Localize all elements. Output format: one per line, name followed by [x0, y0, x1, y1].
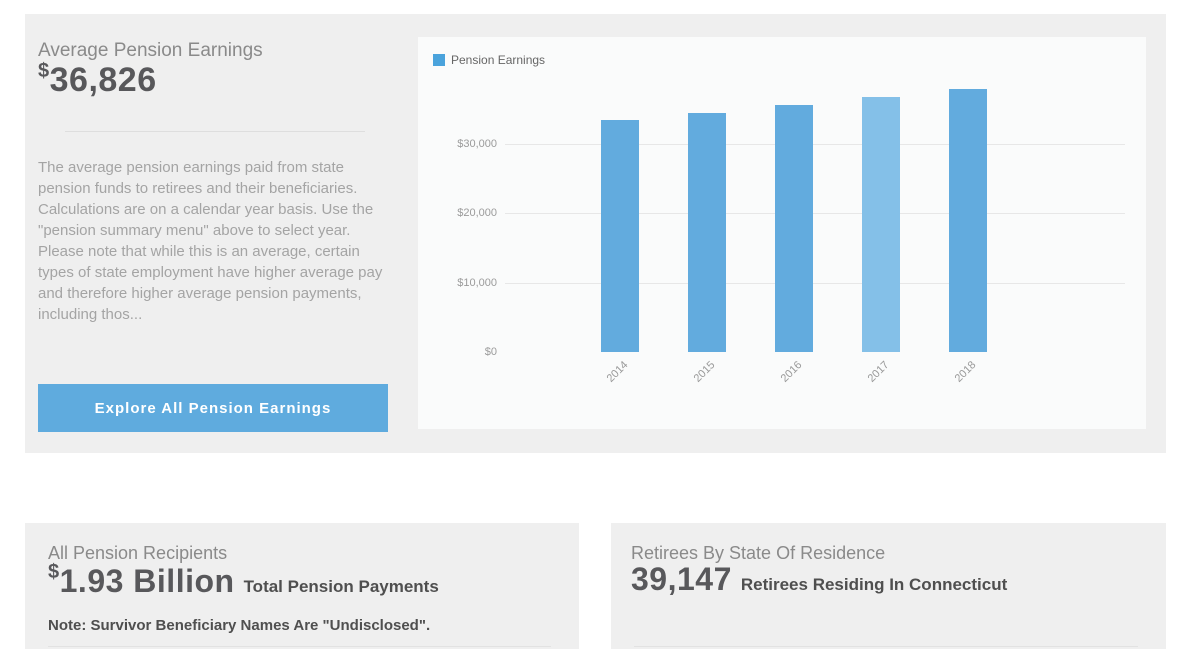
panel-title: Retirees By State Of Residence	[631, 543, 886, 563]
currency-symbol: $	[48, 561, 60, 583]
gridline	[505, 282, 1125, 284]
y-axis-label: $10,000	[457, 276, 497, 289]
value-number: $1.93 Billion	[48, 561, 235, 599]
legend-swatch-icon	[433, 54, 445, 66]
divider	[634, 646, 1138, 647]
average-pension-earnings-value: $36,826	[38, 60, 157, 100]
panel-title: All Pension Recipients	[48, 543, 228, 563]
value-number: 39,147	[631, 561, 732, 597]
value-suffix: Total Pension Payments	[243, 577, 439, 596]
x-axis-label-2018: 2018	[952, 359, 979, 385]
y-axis-label: $30,000	[457, 138, 497, 151]
divider	[65, 131, 365, 132]
currency-symbol: $	[38, 60, 50, 82]
bar-2017[interactable]	[862, 96, 900, 352]
retirees-count-value: 39,147 Retirees Residing In Connecticut	[631, 561, 1007, 598]
divider	[48, 646, 551, 647]
total-pension-payments-value: $1.93 Billion Total Pension Payments	[48, 561, 439, 600]
gridline	[505, 213, 1125, 215]
x-axis-label-2015: 2015	[691, 359, 718, 385]
bar-2015[interactable]	[688, 113, 726, 352]
legend-label: Pension Earnings	[451, 53, 546, 67]
x-axis-label-2016: 2016	[778, 359, 805, 385]
y-axis-label: $0	[484, 346, 497, 358]
pension-earnings-chart: Pension Earnings $0 $10,000 $20,000 $30,000…	[418, 37, 1146, 429]
chart-legend[interactable]: Pension Earnings	[433, 53, 545, 67]
bar-2018[interactable]	[949, 88, 987, 352]
gridline	[505, 144, 1125, 146]
panel-description: The average pension earnings paid from s…	[38, 159, 383, 323]
y-axis-label: $20,000	[457, 207, 497, 220]
all-pension-recipients-panel: All Pension Recipients $1.93 Billion Tot…	[25, 523, 579, 649]
panel-title: Average Pension Earnings	[38, 40, 263, 61]
x-axis-label-2017: 2017	[865, 359, 892, 385]
value-suffix: Retirees Residing In Connecticut	[740, 575, 1008, 594]
value-number: 36,826	[49, 61, 157, 99]
survivor-beneficiary-note: Note: Survivor Beneficiary Names Are "Un…	[48, 617, 431, 634]
bar-2016[interactable]	[775, 104, 813, 352]
retirees-by-state-panel: Retirees By State Of Residence 39,147 Re…	[611, 523, 1166, 649]
x-axis-label-2014: 2014	[604, 359, 631, 385]
bar-2014[interactable]	[601, 119, 639, 352]
pension-earnings-panel: Average Pension Earnings $36,826 The ave…	[25, 14, 1166, 453]
explore-all-pension-earnings-button[interactable]: Explore All Pension Earnings	[38, 384, 388, 432]
